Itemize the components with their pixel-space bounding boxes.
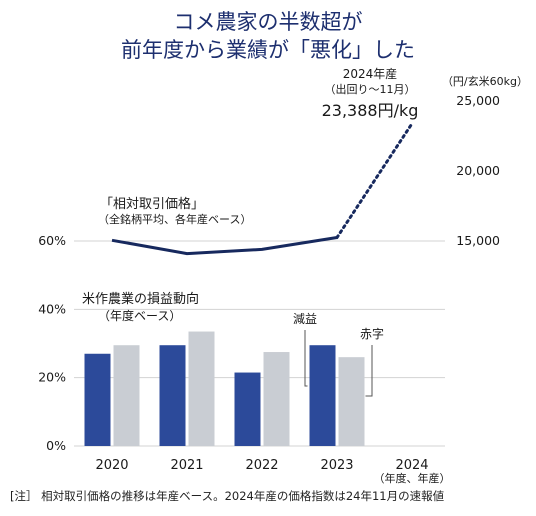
bar-group-title: 米作農業の損益動向 bbox=[82, 291, 199, 307]
bars bbox=[84, 331, 365, 446]
bar-deficit bbox=[338, 357, 365, 446]
y2-tick-label: 20,000 bbox=[456, 163, 500, 178]
y-tick-label: 60% bbox=[38, 233, 66, 248]
price-line-solid bbox=[111, 236, 338, 256]
annotation-value: 23,388円/kg bbox=[322, 101, 419, 120]
legend-deficit-bracket bbox=[365, 345, 373, 397]
x-tick-label: 2024 bbox=[395, 458, 428, 473]
bar-deficit bbox=[188, 331, 215, 446]
x-tick-label: 2021 bbox=[170, 458, 203, 473]
y2-tick-label: 15,000 bbox=[456, 233, 500, 248]
price-line bbox=[111, 122, 414, 256]
x-tick-label: 2022 bbox=[245, 458, 278, 473]
bar-loss bbox=[309, 345, 336, 446]
y-tick-label: 20% bbox=[38, 370, 66, 385]
chart-title-line1: コメ農家の半数超が bbox=[173, 10, 363, 34]
bar-loss bbox=[84, 353, 111, 446]
bar-deficit bbox=[113, 345, 140, 446]
annotation-year: 2024年産 bbox=[343, 66, 398, 81]
legend-loss-bracket bbox=[304, 330, 308, 387]
legend-loss: 減益 bbox=[293, 311, 317, 326]
y-tick-label: 0% bbox=[46, 438, 66, 453]
y2-unit-label: （円/玄米60kg） bbox=[442, 74, 528, 88]
y-tick-label: 40% bbox=[38, 301, 66, 316]
labels: 0% 20% 40% 60% 15,000 20,000 25,000 （円/玄米60kg） 2… bbox=[38, 66, 528, 485]
x-tick-label: 2023 bbox=[320, 458, 353, 473]
bar-loss bbox=[234, 372, 261, 446]
x-axis-suffix: （年度、年産） bbox=[374, 471, 451, 485]
annotation-period: （出回り～11月） bbox=[325, 82, 416, 96]
bar-loss bbox=[159, 345, 186, 446]
combo-chart: 0% 20% 40% 60% 15,000 20,000 25,000 （円/玄米60kg） 2… bbox=[38, 66, 528, 485]
price-line-dotted bbox=[335, 122, 414, 239]
footnote: [注］ 相対取引価格の推移は年産ベース。2024年産の価格指数は24年11月の速… bbox=[10, 489, 445, 503]
bar-group-subtitle: （年度ベース） bbox=[98, 308, 181, 323]
bar-deficit bbox=[263, 352, 290, 446]
legend-deficit: 赤字 bbox=[360, 326, 384, 341]
line-series-subtitle: （全銘柄平均、各年産ベース） bbox=[98, 212, 251, 226]
x-tick-label: 2020 bbox=[95, 458, 128, 473]
line-series-label: 「相対取引価格」 bbox=[100, 196, 204, 212]
chart-title-line2: 前年度から業績が「悪化」した bbox=[121, 38, 415, 62]
y2-tick-label: 25,000 bbox=[456, 93, 500, 108]
